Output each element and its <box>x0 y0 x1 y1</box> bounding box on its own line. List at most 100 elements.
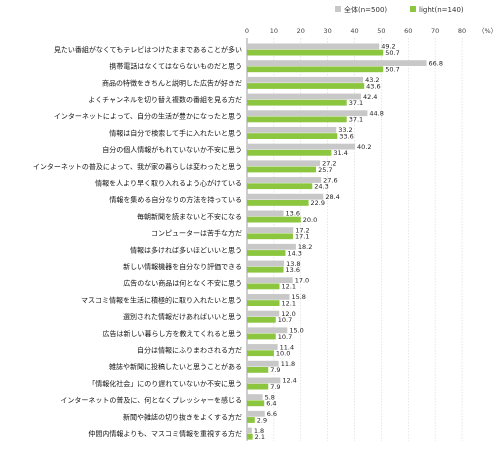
bar-light <box>247 367 269 373</box>
data-label-light: 37.1 <box>349 99 363 107</box>
data-label-total: 42.4 <box>363 93 377 101</box>
bar-light <box>247 433 253 440</box>
data-label-total: 1.8 <box>254 427 264 435</box>
data-label-total: 66.8 <box>429 59 443 67</box>
data-label-light: 2.1 <box>255 433 265 441</box>
data-label-light: 7.9 <box>270 383 280 391</box>
bar-light <box>247 149 332 156</box>
data-label-total: 13.8 <box>286 260 300 268</box>
category-label: 商品の特徴をきちんと説明した広告が好きだ <box>102 78 242 87</box>
unit-label: （%） <box>478 27 497 35</box>
bar-total <box>247 394 263 400</box>
data-label-light: 7.9 <box>270 366 280 374</box>
bar-total <box>247 243 296 250</box>
data-label-light: 50.7 <box>385 66 399 74</box>
x-tick-label: 80 <box>458 27 466 35</box>
data-label-total: 15.8 <box>291 293 305 301</box>
legend-swatch-1 <box>410 6 416 12</box>
bar-light <box>247 283 280 290</box>
data-label-light: 13.6 <box>286 266 300 274</box>
bar-light <box>247 233 293 240</box>
bar-total <box>247 110 368 117</box>
category-label: 情報を集める自分なりの方法を持っている <box>109 195 242 204</box>
x-tick-label: 70 <box>431 27 439 35</box>
bar-total <box>247 127 337 133</box>
data-label-total: 17.0 <box>295 277 309 285</box>
bar-light <box>247 383 269 390</box>
bar-total <box>247 143 356 150</box>
data-label-light: 33.6 <box>339 132 353 140</box>
category-label: コンピューターは苦手な方だ <box>151 229 242 238</box>
data-label-total: 12.4 <box>282 377 296 385</box>
data-label-light: 24.3 <box>314 183 328 191</box>
category-label: 新しい情報機器を自分なり評価できる <box>123 262 242 271</box>
category-label: 選別された情報だけあればいいと思う <box>123 312 242 321</box>
data-label-light: 6.4 <box>266 400 276 408</box>
category-label: 情報は自分で検索して手に入れたいと思う <box>109 128 242 137</box>
bar-light <box>247 49 384 56</box>
bar-total <box>247 260 285 267</box>
x-tick-label: 0 <box>245 27 249 35</box>
data-label-light: 37.1 <box>349 116 363 124</box>
bar-total <box>247 43 380 50</box>
data-label-light: 10.7 <box>278 316 292 324</box>
bar-total <box>247 93 361 100</box>
data-label-light: 10.7 <box>278 333 292 341</box>
data-label-light: 12.1 <box>282 283 296 291</box>
data-label-light: 2.9 <box>257 416 267 424</box>
data-label-total: 33.2 <box>338 126 352 134</box>
data-label-total: 6.6 <box>267 410 277 418</box>
data-label-total: 5.8 <box>265 393 275 401</box>
bar-total <box>247 310 280 317</box>
bar-light <box>247 417 255 423</box>
data-label-light: 14.3 <box>287 249 301 257</box>
x-tick-label: 60 <box>404 27 412 35</box>
x-tick-label: 50 <box>377 27 385 35</box>
bar-total <box>247 377 281 384</box>
bar-total <box>247 277 293 284</box>
data-label-total: 44.8 <box>369 110 383 118</box>
category-label: 携帯電話はなくてはならないものだと思う <box>109 62 242 71</box>
bar-light <box>247 266 284 273</box>
data-label-light: 20.0 <box>303 216 317 224</box>
bar-light <box>247 350 274 357</box>
bar-total <box>247 227 294 233</box>
category-label: マスコミ情報を生活に積極的に取り入れたいと思う <box>81 295 242 304</box>
data-label-light: 25.7 <box>318 166 332 174</box>
category-label: 広告は新しい暮らし方を教えてくれると思う <box>103 329 242 338</box>
bar-total <box>247 294 290 300</box>
data-label-light: 10.0 <box>276 350 290 358</box>
bar-light <box>247 333 276 340</box>
bar-light <box>247 400 265 407</box>
category-label: よくチャンネルを切り替え複数の番組を見る方だ <box>88 95 242 104</box>
bar-light <box>247 216 301 223</box>
bar-light <box>247 66 384 73</box>
category-label: 新聞や雑誌の切り抜きをよくする方だ <box>123 412 242 421</box>
x-tick-label: 30 <box>323 27 331 35</box>
bar-light <box>247 316 276 323</box>
bar-total <box>247 177 322 183</box>
data-label-total: 18.2 <box>298 243 312 251</box>
data-label-light: 12.1 <box>282 299 296 307</box>
data-label-total: 12.0 <box>281 310 295 318</box>
data-label-total: 40.2 <box>357 143 371 151</box>
bar-light <box>247 99 347 106</box>
category-label: 情報を人より早く取り入れるよう心がけている <box>95 179 242 188</box>
data-label-total: 49.2 <box>381 43 395 51</box>
data-label-light: 22.9 <box>311 199 325 207</box>
bar-total <box>247 210 284 217</box>
category-label: インターネットの普及に、何となくプレッシャーを感じる <box>60 396 242 405</box>
data-label-total: 27.6 <box>323 176 337 184</box>
data-label-light: 17.1 <box>295 233 309 241</box>
bar-light <box>247 200 309 206</box>
category-label: 自分の個人情報がもれていないか不安に思う <box>102 145 242 154</box>
category-label: 雑誌や新聞に投稿したいと思うことがある <box>109 362 242 371</box>
bar-total <box>247 60 427 66</box>
x-tick-label: 20 <box>297 27 305 35</box>
bar-total <box>247 344 278 350</box>
data-label-light: 50.7 <box>385 49 399 57</box>
category-label: 「情報化社会」にのり遅れていないか不安に思う <box>88 379 242 388</box>
category-label: 広告のない商品は何となく不安に思う <box>123 279 242 288</box>
